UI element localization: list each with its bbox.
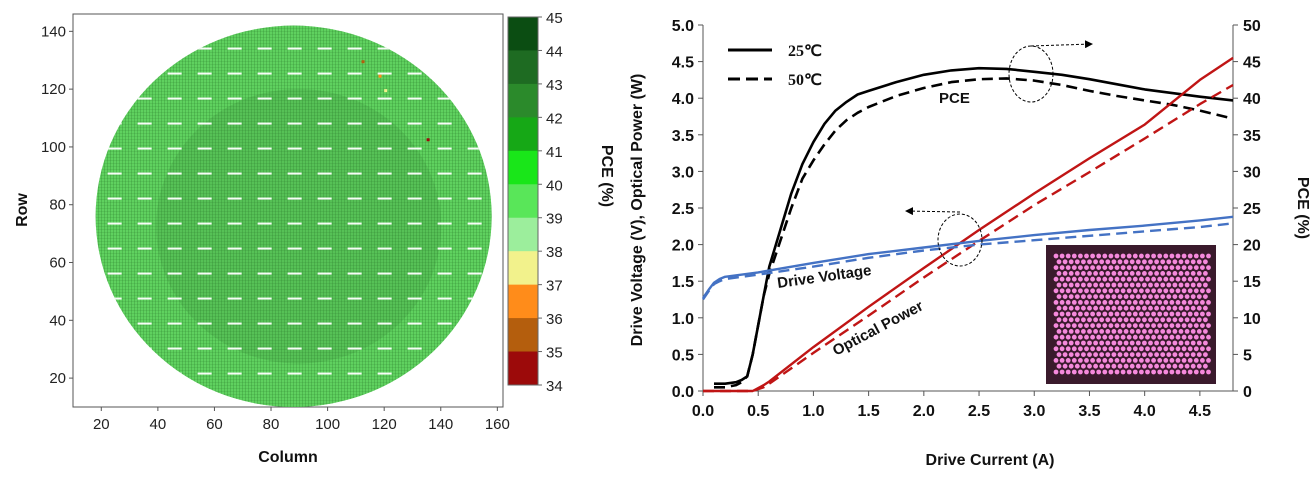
y2-tick-label: 15 xyxy=(1243,274,1261,291)
colorbar-tick-label: 35 xyxy=(546,345,563,362)
emitter-dots xyxy=(1053,253,1211,375)
series-line-3 xyxy=(703,83,1234,393)
x-tick-label: 4.0 xyxy=(1134,403,1156,420)
wafer-x-tick-label: 120 xyxy=(372,416,397,433)
wafer-y-tick-label: 120 xyxy=(41,81,66,98)
wafer-x-tick-label: 80 xyxy=(263,416,280,433)
series-line-1 xyxy=(714,77,1234,389)
colorbar-swatch xyxy=(508,17,538,51)
y2-tick-label: 40 xyxy=(1243,91,1261,108)
y-tick-label: 5.0 xyxy=(672,18,694,35)
wafer-y-tick-label: 60 xyxy=(49,255,66,272)
colorbar-tick-label: 41 xyxy=(546,144,563,161)
y2-tick-label: 50 xyxy=(1243,18,1261,35)
colorbar-swatch xyxy=(508,217,538,252)
liv-y-axis-label: Drive Voltage (V), Optical Power (W) xyxy=(629,74,646,347)
optical-power-annotation: Optical Power xyxy=(830,297,926,359)
colorbar-swatch xyxy=(508,351,538,385)
x-tick-label: 0.0 xyxy=(692,403,714,420)
y-tick-label: 4.5 xyxy=(672,55,694,72)
y-tick-label: 2.5 xyxy=(672,201,694,218)
x-tick-label: 3.5 xyxy=(1078,403,1100,420)
colorbar-tick-label: 40 xyxy=(546,177,563,194)
wafer-y-axis-label: Row xyxy=(14,193,31,227)
colorbar-tick-label: 37 xyxy=(546,278,563,295)
vcsel-array-photo xyxy=(1046,245,1216,384)
colorbar-swatch xyxy=(508,117,538,152)
wafer-x-tick-label: 100 xyxy=(315,416,340,433)
colorbar-swatch xyxy=(508,83,538,118)
series-line-5 xyxy=(702,222,1234,301)
colorbar-tick-label: 42 xyxy=(546,110,563,127)
x-tick-label: 2.5 xyxy=(968,403,990,420)
x-tick-label: 2.0 xyxy=(913,403,935,420)
pce-annotation: PCE xyxy=(939,90,970,107)
x-tick-label: 1.5 xyxy=(858,403,880,420)
wafer-x-axis-label: Column xyxy=(258,449,318,466)
colorbar: 45 44 43 42 41 40 39 38 37 36 35 34 xyxy=(507,10,563,395)
liv-axes: 0.0 0.5 1.0 1.5 2.0 2.5 3.0 3.5 4.0 4.5 0.0 0.5 1.0 1… xyxy=(672,18,1261,420)
liv-chart-panel: 0.0 0.5 1.0 1.5 2.0 2.5 3.0 3.5 4.0 4.5 0.0 0.5 1.0 1… xyxy=(629,18,1311,469)
wafer-y-tick-label: 20 xyxy=(49,370,66,387)
wafer-y-tick-label: 80 xyxy=(49,197,66,214)
y2-tick-label: 5 xyxy=(1243,347,1252,364)
legend-entry-25c: 25℃ xyxy=(788,43,822,60)
y2-tick-label: 25 xyxy=(1243,201,1261,218)
colorbar-tick-label: 34 xyxy=(546,378,563,395)
wafer-y-tick-label: 100 xyxy=(41,139,66,156)
y2-tick-label: 45 xyxy=(1243,55,1261,72)
y2-tick-label: 10 xyxy=(1243,311,1261,328)
x-tick-label: 3.0 xyxy=(1023,403,1045,420)
y-tick-label: 2.0 xyxy=(672,238,694,255)
colorbar-tick-label: 43 xyxy=(546,77,563,94)
wafer-x-tick-label: 60 xyxy=(206,416,223,433)
colorbar-tick-label: 44 xyxy=(546,43,563,60)
y-tick-label: 3.0 xyxy=(672,164,694,181)
y2-tick-label: 30 xyxy=(1243,164,1261,181)
y-tick-label: 0.0 xyxy=(672,384,694,401)
x-tick-label: 0.5 xyxy=(747,403,769,420)
colorbar-swatch xyxy=(508,318,538,353)
y-tick-label: 1.0 xyxy=(672,311,694,328)
series-line-4 xyxy=(702,215,1234,299)
wafer-x-tick-label: 40 xyxy=(150,416,167,433)
pce-axis-arrow xyxy=(1030,40,1093,49)
x-tick-label: 4.5 xyxy=(1189,403,1211,420)
legend: 25℃ 50℃ xyxy=(728,43,822,89)
y2-tick-label: 0 xyxy=(1243,384,1252,401)
wafer-axis-ticks: 20 40 60 80 100 120 140 160 20 40 60 80 100 120 140 xyxy=(41,23,510,433)
liv-y2-axis-label: PCE (%) xyxy=(1294,177,1311,239)
wafer-y-tick-label: 140 xyxy=(41,23,66,40)
y2-tick-label: 20 xyxy=(1243,238,1261,255)
colorbar-frame xyxy=(507,16,539,386)
colorbar-tick-label: 39 xyxy=(546,211,563,228)
colorbar-tick-label: 36 xyxy=(546,311,563,328)
wafer-y-tick-label: 40 xyxy=(49,312,66,329)
liv-series xyxy=(702,56,1234,393)
wafer-x-tick-label: 20 xyxy=(93,416,110,433)
liv-x-axis-label: Drive Current (A) xyxy=(926,452,1055,469)
colorbar-swatch xyxy=(508,284,538,319)
colorbar-tick-label: 38 xyxy=(546,244,563,261)
legend-entry-50c: 50℃ xyxy=(788,72,822,89)
wafer-map-panel: 20 40 60 80 100 120 140 160 20 40 60 80 100 120 140 Co… xyxy=(14,10,615,466)
y-tick-label: 0.5 xyxy=(672,347,694,364)
left-axis-marker-ellipse xyxy=(937,213,983,267)
wafer-x-tick-label: 140 xyxy=(428,416,453,433)
y2-tick-label: 35 xyxy=(1243,128,1261,145)
left-axis-arrow xyxy=(905,207,961,216)
colorbar-swatch xyxy=(508,50,538,85)
x-tick-label: 1.0 xyxy=(802,403,824,420)
y-tick-label: 4.0 xyxy=(672,91,694,108)
y-tick-label: 1.5 xyxy=(672,274,694,291)
colorbar-swatch xyxy=(508,184,538,219)
colorbar-tick-label: 45 xyxy=(546,10,563,27)
wafer-x-tick-label: 160 xyxy=(485,416,510,433)
colorbar-swatch xyxy=(508,150,538,185)
y-tick-label: 3.5 xyxy=(672,128,694,145)
colorbar-swatch xyxy=(508,251,538,286)
colorbar-label: PCE (%) xyxy=(598,145,615,207)
